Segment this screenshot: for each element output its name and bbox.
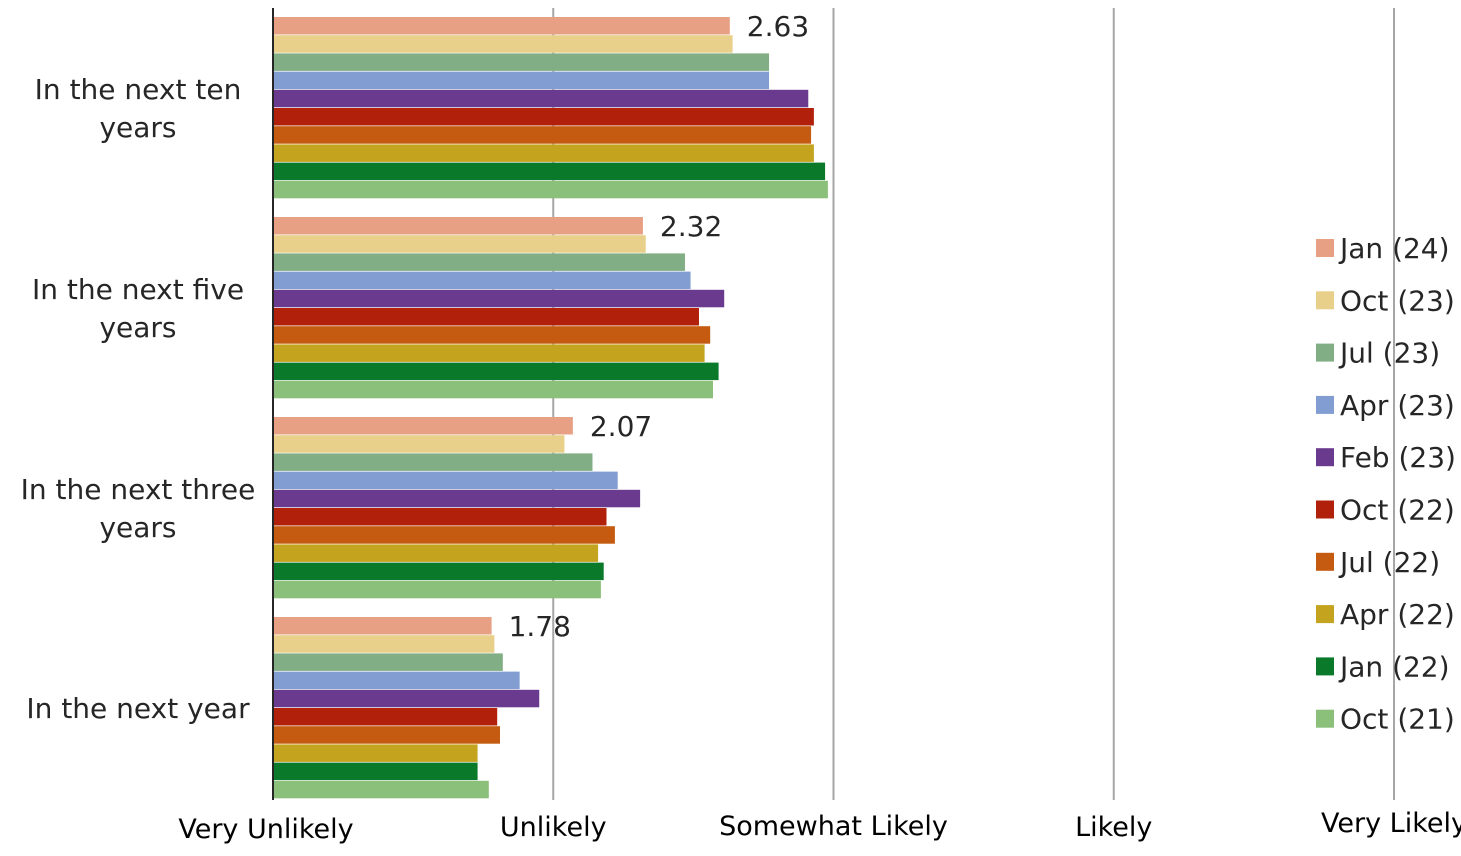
category-label: years bbox=[99, 111, 176, 144]
bars bbox=[273, 17, 828, 799]
legend-entry: Jul (23) bbox=[1338, 337, 1440, 370]
tick-labels: Very Unlikely Unlikely Somewhat Likely Like… bbox=[178, 808, 1461, 845]
bar bbox=[273, 544, 599, 562]
bar bbox=[273, 671, 520, 690]
legend-entry: Apr (23) bbox=[1340, 389, 1455, 422]
legend-entry: Jul (22) bbox=[1338, 546, 1440, 579]
bar bbox=[273, 17, 730, 35]
category-labels: In the next ten years In the next five year… bbox=[21, 73, 256, 725]
bar bbox=[273, 689, 540, 708]
legend-swatch bbox=[1316, 448, 1334, 467]
legend: Jan (24) Oct (23) Jul (23) Apr (23) Feb (23)… bbox=[1316, 232, 1456, 736]
bar bbox=[273, 362, 719, 381]
bar bbox=[273, 71, 770, 90]
x-tick-label: Very Likely bbox=[1321, 808, 1461, 839]
category-label: years bbox=[99, 311, 176, 344]
x-tick-label: Very Unlikely bbox=[178, 814, 353, 845]
legend-entry: Jan (22) bbox=[1338, 650, 1450, 683]
legend-entry: Oct (21) bbox=[1340, 703, 1455, 736]
bar bbox=[273, 162, 826, 181]
data-labels: 2.63 2.32 2.07 1.78 bbox=[509, 10, 810, 643]
legend-entry: Oct (22) bbox=[1340, 494, 1455, 527]
legend-entry: Feb (23) bbox=[1340, 441, 1456, 474]
bar bbox=[273, 235, 646, 253]
legend-entry: Apr (22) bbox=[1340, 598, 1455, 631]
legend-entry: Oct (23) bbox=[1340, 284, 1455, 317]
bar bbox=[273, 435, 565, 453]
data-label: 2.07 bbox=[590, 410, 652, 443]
x-tick-label: Somewhat Likely bbox=[719, 811, 948, 842]
legend-swatch bbox=[1316, 343, 1334, 362]
data-label: 2.32 bbox=[660, 210, 722, 243]
bar bbox=[273, 289, 725, 308]
bar bbox=[273, 35, 733, 53]
category-label: In the next ten bbox=[35, 73, 242, 106]
bar bbox=[273, 453, 593, 471]
bar bbox=[273, 489, 641, 508]
category-label: years bbox=[99, 511, 176, 544]
bar bbox=[273, 744, 478, 762]
bar bbox=[273, 417, 573, 435]
legend-swatch bbox=[1316, 552, 1334, 571]
bar bbox=[273, 108, 814, 126]
bar bbox=[273, 253, 685, 271]
bar bbox=[273, 126, 812, 144]
bar bbox=[273, 780, 489, 799]
legend-swatch bbox=[1316, 605, 1334, 624]
category-label: In the next three bbox=[21, 473, 256, 506]
bar bbox=[273, 326, 711, 344]
data-label: 2.63 bbox=[747, 10, 809, 43]
bar bbox=[273, 617, 492, 635]
legend-swatch bbox=[1316, 395, 1334, 414]
bar bbox=[273, 271, 691, 290]
bar bbox=[273, 562, 604, 581]
bar bbox=[273, 217, 643, 235]
legend-swatch bbox=[1316, 657, 1334, 676]
category-label: In the next year bbox=[26, 692, 250, 725]
bar bbox=[273, 762, 478, 781]
legend-entry: Jan (24) bbox=[1338, 232, 1450, 265]
bar bbox=[273, 471, 618, 490]
gridlines bbox=[552, 8, 1395, 800]
bar bbox=[273, 89, 809, 108]
bar bbox=[273, 580, 601, 599]
bar bbox=[273, 526, 615, 544]
bar bbox=[273, 53, 770, 71]
bar bbox=[273, 726, 501, 744]
bar bbox=[273, 635, 495, 653]
bar bbox=[273, 308, 699, 326]
x-tick-label: Unlikely bbox=[500, 812, 607, 843]
bar bbox=[273, 144, 814, 162]
x-tick-label: Likely bbox=[1075, 812, 1152, 843]
bar bbox=[273, 653, 503, 671]
bar bbox=[273, 380, 713, 399]
bar bbox=[273, 708, 498, 726]
bar bbox=[273, 180, 828, 199]
legend-swatch bbox=[1316, 291, 1334, 310]
bar bbox=[273, 344, 705, 362]
category-label: In the next five bbox=[32, 273, 244, 306]
legend-swatch bbox=[1316, 500, 1334, 519]
bar bbox=[273, 508, 607, 526]
legend-swatch bbox=[1316, 709, 1334, 728]
legend-swatch bbox=[1316, 239, 1334, 257]
data-label: 1.78 bbox=[509, 610, 571, 643]
